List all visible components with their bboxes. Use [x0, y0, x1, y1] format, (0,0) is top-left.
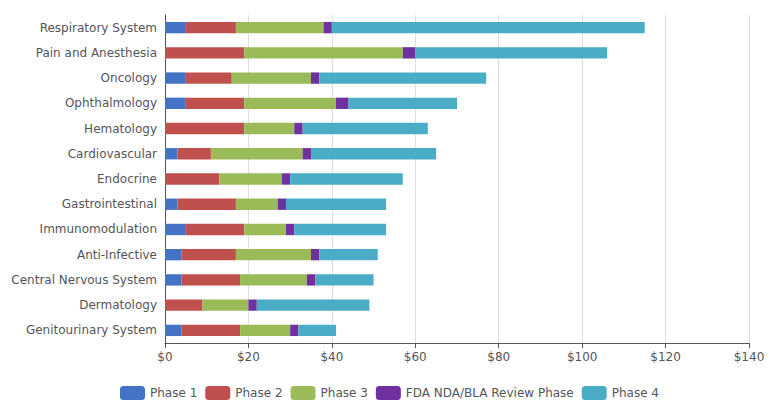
svg-text:Anti-Infective: Anti-Infective — [77, 248, 157, 262]
svg-text:$100: $100 — [567, 350, 598, 364]
svg-text:Dermatology: Dermatology — [79, 298, 157, 312]
svg-text:Central Nervous System: Central Nervous System — [11, 273, 157, 287]
svg-text:$0: $0 — [157, 350, 172, 364]
svg-text:Endocrine: Endocrine — [97, 172, 157, 186]
svg-text:Ophthalmology: Ophthalmology — [65, 96, 157, 110]
svg-text:Gastrointestinal: Gastrointestinal — [62, 197, 157, 211]
svg-text:Oncology: Oncology — [101, 71, 157, 85]
svg-text:FDA NDA/BLA Review Phase: FDA NDA/BLA Review Phase — [406, 386, 574, 400]
svg-text:Cardiovascular: Cardiovascular — [68, 147, 157, 161]
svg-text:Immunomodulation: Immunomodulation — [40, 222, 157, 236]
svg-text:$120: $120 — [650, 350, 681, 364]
svg-text:Genitourinary System: Genitourinary System — [26, 323, 157, 337]
svg-text:Phase 4: Phase 4 — [612, 386, 659, 400]
svg-text:$60: $60 — [404, 350, 427, 364]
svg-text:Pain and Anesthesia: Pain and Anesthesia — [36, 46, 157, 60]
svg-text:Phase 1: Phase 1 — [150, 386, 197, 400]
svg-text:Hematology: Hematology — [84, 122, 157, 136]
svg-text:$140: $140 — [734, 350, 765, 364]
svg-text:Respiratory System: Respiratory System — [40, 21, 157, 35]
svg-text:Phase 2: Phase 2 — [235, 386, 282, 400]
svg-text:$40: $40 — [320, 350, 343, 364]
svg-text:$20: $20 — [237, 350, 260, 364]
svg-text:$80: $80 — [487, 350, 510, 364]
svg-text:Phase 3: Phase 3 — [321, 386, 368, 400]
